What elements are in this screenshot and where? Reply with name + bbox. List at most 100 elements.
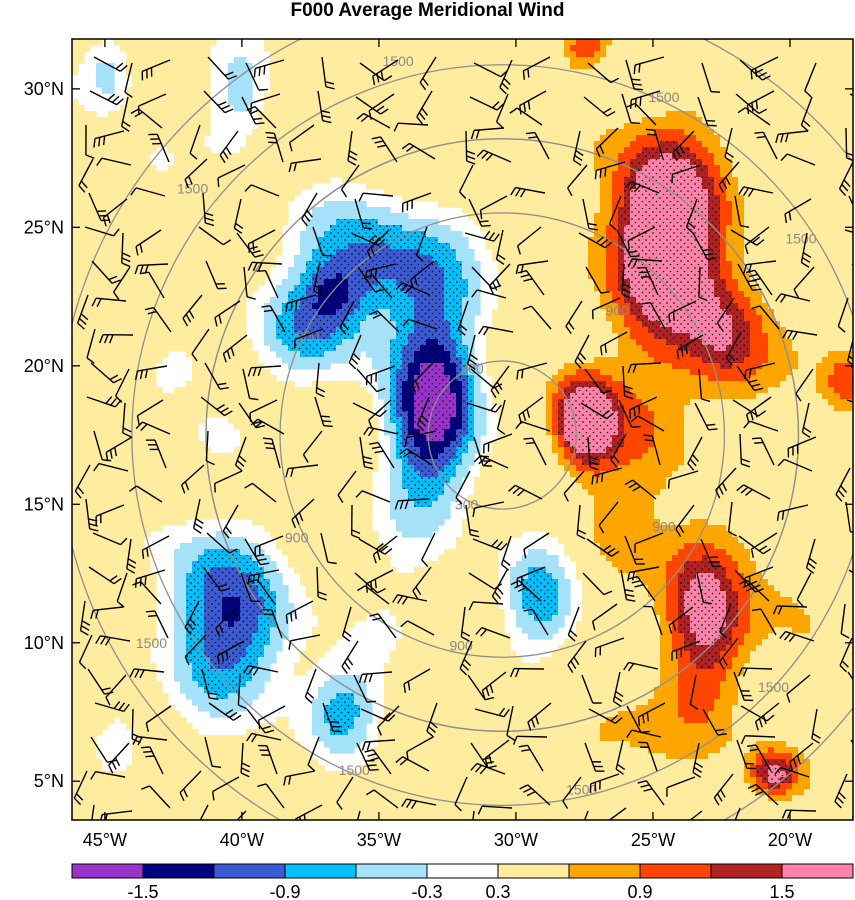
field-cell	[312, 147, 319, 154]
field-cell	[72, 69, 79, 76]
field-cell	[204, 105, 211, 112]
field-cell	[276, 111, 283, 118]
field-cell	[372, 171, 379, 178]
field-cell	[816, 105, 823, 112]
field-cell	[180, 129, 187, 136]
field-cell	[606, 183, 613, 190]
significance-stipple	[336, 249, 342, 255]
field-cell	[228, 189, 235, 196]
significance-stipple	[624, 219, 630, 225]
field-cell	[564, 195, 571, 202]
field-cell	[702, 153, 709, 160]
field-cell	[318, 81, 325, 88]
field-cell	[150, 255, 157, 262]
field-cell	[468, 141, 475, 148]
field-cell	[240, 63, 247, 70]
field-cell	[150, 123, 157, 130]
field-cell	[528, 249, 535, 256]
field-cell	[162, 111, 169, 118]
field-cell	[180, 81, 187, 88]
field-cell	[150, 207, 157, 214]
field-cell	[654, 117, 661, 124]
field-cell	[624, 75, 631, 82]
significance-stipple	[654, 219, 660, 225]
field-cell	[762, 201, 769, 208]
field-cell	[552, 69, 559, 76]
field-cell	[216, 165, 223, 172]
field-cell	[402, 93, 409, 100]
field-cell	[816, 39, 823, 46]
field-cell	[828, 159, 835, 166]
field-cell	[144, 39, 151, 46]
field-cell	[486, 195, 493, 202]
field-cell	[156, 75, 163, 82]
field-cell	[270, 177, 277, 184]
field-cell	[342, 171, 349, 178]
significance-stipple	[342, 225, 348, 231]
field-cell	[246, 231, 253, 238]
field-cell	[804, 153, 811, 160]
field-cell	[690, 75, 697, 82]
field-cell	[78, 255, 85, 262]
field-cell	[792, 219, 799, 226]
field-cell	[726, 93, 733, 100]
field-cell	[804, 63, 811, 70]
significance-stipple	[654, 153, 660, 159]
field-cell	[102, 195, 109, 202]
significance-stipple	[336, 219, 342, 225]
field-cell	[762, 249, 769, 256]
field-cell	[246, 81, 253, 88]
field-cell	[456, 81, 463, 88]
field-cell	[144, 135, 151, 142]
field-cell	[450, 87, 457, 94]
field-cell	[816, 51, 823, 58]
field-cell	[156, 99, 163, 106]
field-cell	[840, 105, 847, 112]
field-cell	[738, 165, 745, 172]
field-cell	[462, 165, 469, 172]
field-cell	[462, 57, 469, 64]
field-cell	[528, 45, 535, 52]
field-cell	[96, 165, 103, 172]
field-cell	[258, 195, 265, 202]
field-cell	[504, 189, 511, 196]
field-cell	[798, 75, 805, 82]
field-cell	[300, 165, 307, 172]
field-cell	[192, 75, 199, 82]
wind-chart: 3003009009009009009001500150015001500150…	[0, 0, 855, 900]
field-cell	[132, 45, 139, 52]
significance-stipple	[360, 231, 366, 237]
field-cell	[564, 225, 571, 232]
field-cell	[714, 117, 721, 124]
field-cell	[72, 63, 79, 70]
field-cell	[222, 213, 229, 220]
field-cell	[318, 213, 325, 220]
significance-stipple	[660, 177, 666, 183]
field-cell	[150, 105, 157, 112]
field-cell	[216, 261, 223, 268]
field-cell	[240, 105, 247, 112]
field-cell	[390, 189, 397, 196]
significance-stipple	[402, 243, 408, 249]
field-cell	[660, 45, 667, 52]
field-cell	[432, 39, 439, 46]
field-cell	[126, 201, 133, 208]
field-cell	[210, 189, 217, 196]
field-cell	[510, 177, 517, 184]
field-cell	[210, 255, 217, 262]
field-cell	[564, 147, 571, 154]
field-cell	[114, 111, 121, 118]
field-cell	[462, 243, 469, 250]
field-cell	[834, 63, 841, 70]
field-cell	[504, 171, 511, 178]
field-cell	[510, 171, 517, 178]
field-cell	[846, 99, 853, 106]
field-cell	[432, 45, 439, 52]
field-cell	[264, 195, 271, 202]
field-cell	[636, 129, 643, 136]
field-cell	[720, 93, 727, 100]
field-cell	[786, 51, 793, 58]
field-cell	[462, 201, 469, 208]
field-cell	[246, 255, 253, 262]
field-cell	[822, 159, 829, 166]
